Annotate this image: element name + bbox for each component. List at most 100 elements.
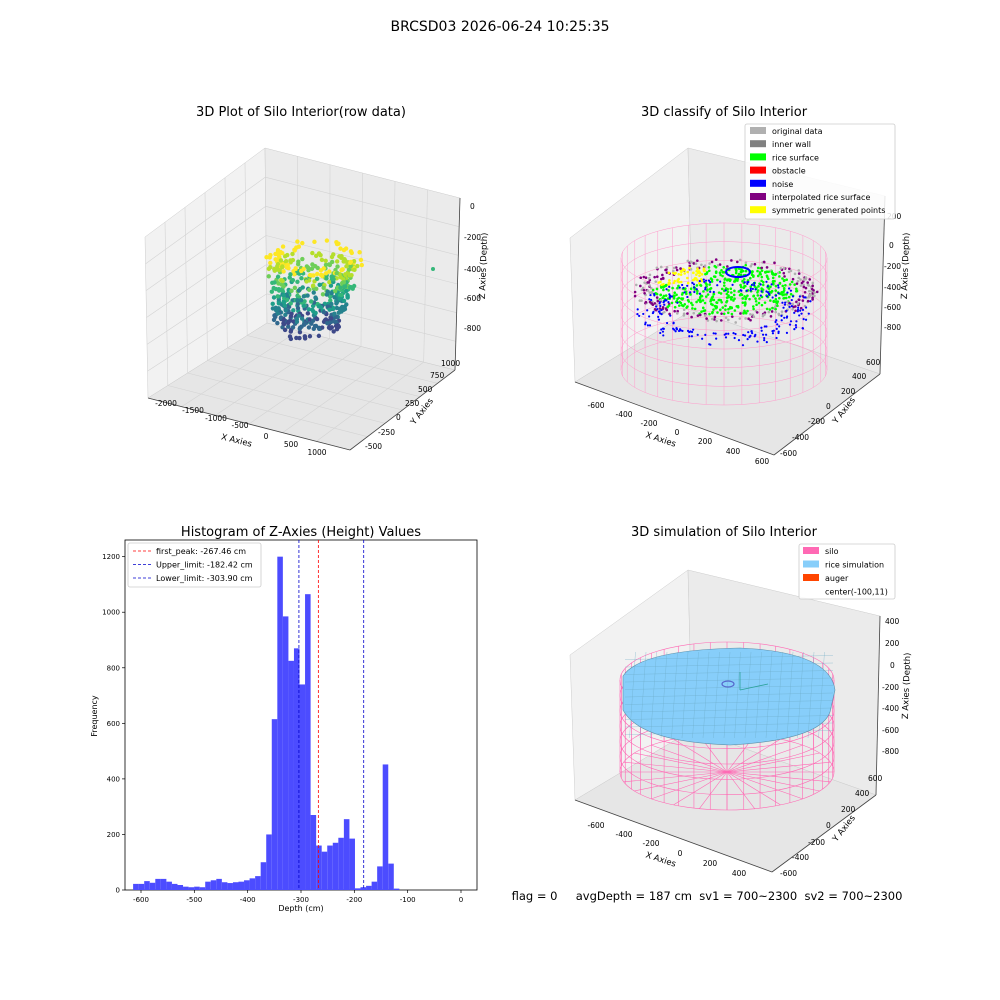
raw-x-ticks: -2000 -1500 -1000 -500 0 500 1000 — [155, 399, 327, 457]
classify-data-point — [730, 259, 733, 262]
classify-data-point — [808, 294, 812, 297]
classify-data-point — [726, 290, 730, 294]
raw-data-point — [295, 301, 301, 306]
classify-data-point — [774, 307, 777, 311]
raw-x-axis-line — [147, 397, 351, 451]
classify-x-axis-line — [574, 381, 775, 456]
raw-data-point — [307, 287, 312, 293]
histogram-bar — [393, 888, 400, 890]
histogram-bar — [138, 883, 145, 890]
raw-x-tick: -1500 — [182, 406, 204, 415]
classify-data-point — [658, 307, 662, 310]
classify-data-point — [705, 317, 708, 320]
classify-noise-point — [648, 298, 651, 301]
classify-data-point — [765, 307, 769, 311]
rice-mesh-line — [660, 651, 668, 739]
classify-noise-point — [795, 320, 798, 323]
histogram-bar — [238, 881, 245, 890]
classify-noise-point — [785, 309, 788, 312]
classify-y-tick: 600 — [866, 358, 881, 367]
classify-noise-point — [777, 330, 780, 333]
histogram-x-tick: -500 — [186, 896, 202, 904]
simulation-z-tick: 200 — [885, 639, 900, 648]
raw-data-point — [350, 286, 355, 291]
histogram-bar — [282, 616, 289, 890]
classify-data-point — [674, 271, 677, 275]
classify-data-point — [661, 273, 664, 277]
classify-data-point — [713, 318, 716, 321]
classify-data-point — [743, 304, 747, 307]
histogram-bar — [293, 648, 300, 890]
classify-noise-point — [760, 329, 763, 332]
classify-data-point — [659, 293, 662, 297]
classify-noise-point — [636, 308, 639, 311]
classify-data-point — [686, 259, 690, 263]
classify-data-point — [752, 307, 755, 311]
classify-data-point — [712, 308, 715, 311]
classify-data-point — [695, 300, 698, 304]
raw-scatter-points — [264, 238, 435, 342]
rice-mesh-line — [629, 651, 636, 739]
classify-data-point — [806, 281, 809, 284]
classify-data-point — [691, 303, 694, 307]
classify-noise-point — [765, 340, 768, 344]
classify-noise-point — [776, 323, 779, 326]
classify-noise-point — [809, 300, 812, 303]
classify-noise-point — [737, 339, 741, 342]
classify-data-point — [760, 287, 763, 290]
classify-noise-point — [764, 333, 768, 336]
classify-noise-point — [715, 337, 718, 340]
raw-data-point — [324, 238, 330, 243]
raw-data-point — [311, 326, 316, 332]
raw-data-point — [306, 268, 311, 273]
classify-noise-point — [761, 333, 765, 336]
classify-noise-point — [786, 291, 789, 294]
classify-data-point — [680, 303, 684, 307]
classify-data-point — [681, 297, 685, 300]
simulation-x-ticks: -600 -400 -200 0 200 400 — [587, 821, 746, 878]
classify-legend-label: original data — [772, 127, 823, 136]
classify-noise-point — [793, 311, 796, 314]
raw-data-point — [282, 327, 288, 333]
classify-data-point — [714, 306, 718, 310]
classify-noise-point — [799, 309, 802, 312]
classify-data-point — [744, 311, 748, 315]
classify-data-point — [749, 285, 753, 288]
raw-data-point — [290, 325, 296, 330]
classify-noise-point — [772, 329, 775, 332]
classify-legend-swatch — [750, 140, 766, 148]
classify-data-point — [734, 321, 737, 324]
classify-noise-point — [742, 333, 745, 337]
raw-data-point — [328, 283, 334, 288]
classify-noise-point — [763, 325, 766, 328]
classify-noise-point — [649, 293, 652, 297]
raw-data-point — [306, 307, 312, 312]
classify-data-point — [789, 292, 793, 296]
classify-noise-point — [759, 294, 762, 297]
histogram-title: Histogram of Z-Axies (Height) Values — [181, 525, 421, 540]
raw-data-point — [333, 319, 338, 324]
histogram-bar — [354, 888, 361, 890]
classify-data-point — [691, 307, 694, 310]
raw-data-point — [301, 294, 307, 299]
classify-noise-point — [753, 335, 756, 338]
histogram-x-tick: -300 — [293, 896, 309, 904]
classify-noise-point — [753, 281, 756, 285]
raw-data-point — [328, 319, 334, 325]
classify-data-point — [754, 299, 758, 303]
classify-noise-point — [665, 288, 668, 291]
classify-data-point — [727, 307, 730, 311]
classify-noise-point — [660, 308, 663, 312]
classify-data-point — [730, 315, 734, 318]
classify-data-point — [784, 283, 787, 287]
simulation-y-axis-line — [771, 794, 877, 873]
classify-data-point — [749, 312, 752, 316]
classify-noise-point — [698, 292, 702, 295]
classify-noise-point — [765, 325, 768, 328]
classify-data-point — [721, 274, 724, 278]
simulation-x-tick: 400 — [732, 869, 747, 878]
classify-noise-point — [777, 286, 780, 289]
classify-data-point — [770, 310, 774, 313]
classify-noise-point — [794, 324, 798, 327]
